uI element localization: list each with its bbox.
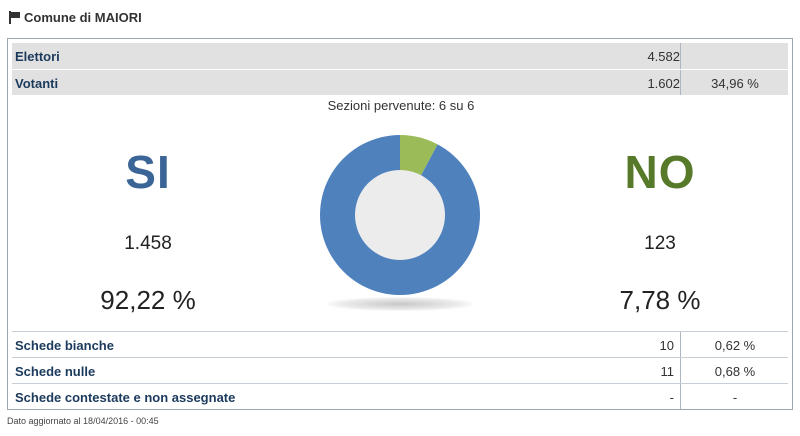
schede-contestate-label: Schede contestate e non assegnate	[15, 390, 236, 405]
si-percent: 92,22 %	[100, 285, 196, 315]
column-divider	[680, 332, 681, 357]
results-panel: Elettori 4.582 Votanti 1.602 34,96 % Sez…	[7, 38, 793, 410]
votanti-percent: 34,96 %	[711, 76, 759, 91]
schede-bianche-row: Schede bianche 10 0,62 %	[12, 331, 788, 357]
si-label: SI	[125, 146, 171, 198]
donut-hole	[355, 170, 445, 260]
column-divider	[680, 384, 681, 409]
schede-bianche-value: 10	[659, 338, 674, 353]
results-donut-chart	[320, 135, 480, 295]
si-votes: 1.458	[124, 233, 172, 254]
schede-nulle-row: Schede nulle 11 0,68 %	[12, 357, 788, 383]
schede-contestate-value: -	[669, 390, 674, 405]
schede-bianche-percent: 0,62 %	[714, 338, 756, 353]
page-header: Comune di MAIORI	[8, 6, 142, 28]
flag-icon	[8, 10, 20, 24]
votanti-value: 1.602	[647, 76, 680, 91]
elettori-label: Elettori	[15, 49, 60, 64]
no-percent: 7,78 %	[619, 285, 701, 315]
schede-bianche-label: Schede bianche	[15, 338, 114, 353]
elettori-row: Elettori 4.582	[12, 43, 788, 69]
schede-nulle-label: Schede nulle	[15, 364, 96, 379]
votanti-row: Votanti 1.602 34,96 %	[12, 69, 788, 95]
sezioni-pervenute: Sezioni pervenute: 6 su 6	[327, 98, 475, 113]
chart-shadow	[326, 297, 474, 311]
schede-contestate-percent: -	[732, 390, 738, 405]
votanti-label: Votanti	[15, 76, 59, 91]
column-divider	[680, 358, 681, 383]
schede-nulle-value: 11	[660, 364, 675, 379]
no-votes: 123	[644, 233, 676, 254]
elettori-value: 4.582	[647, 49, 680, 64]
schede-nulle-percent: 0,68 %	[714, 364, 756, 379]
schede-contestate-row: Schede contestate e non assegnate - -	[12, 383, 788, 409]
column-divider	[680, 70, 681, 95]
page-title: Comune di MAIORI	[24, 9, 142, 25]
column-divider	[680, 43, 681, 69]
no-label: NO	[624, 146, 696, 198]
last-updated: Dato aggiornato al 18/04/2016 - 00:45	[7, 416, 159, 426]
